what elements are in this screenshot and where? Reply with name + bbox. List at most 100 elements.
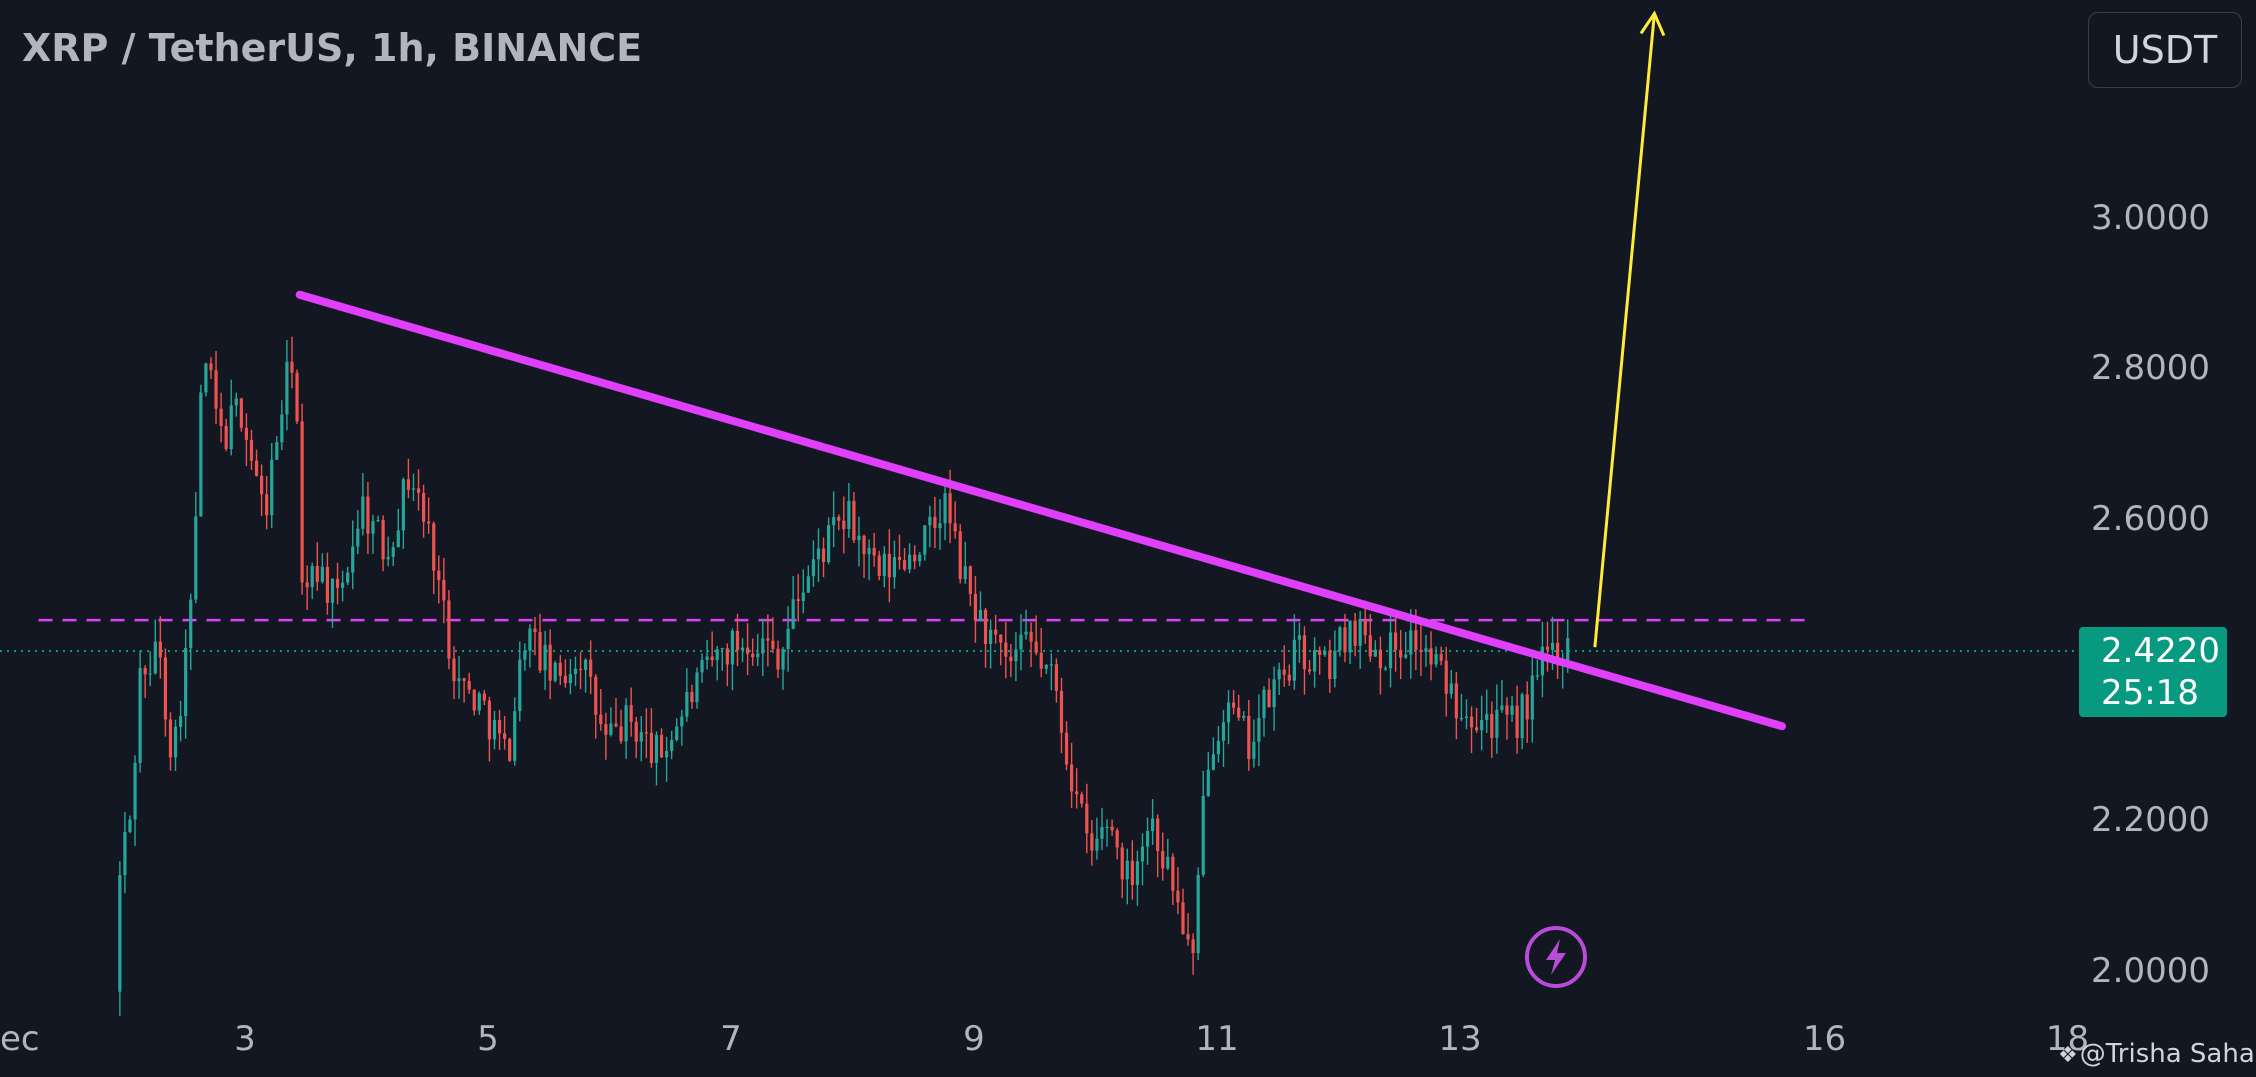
y-axis-tick-label: 3.0000 <box>2091 198 2210 238</box>
candle <box>1368 614 1372 662</box>
descending-trendline[interactable] <box>295 290 1786 731</box>
candle <box>751 638 755 666</box>
candle <box>472 689 476 716</box>
x-axis-tick-label: 7 <box>720 1019 742 1059</box>
candle <box>467 672 471 694</box>
candle <box>138 650 142 773</box>
candle <box>1444 646 1448 717</box>
candle <box>153 619 157 675</box>
candle <box>659 728 664 758</box>
candle <box>857 516 861 567</box>
candle <box>1232 690 1236 715</box>
currency-button[interactable]: USDT <box>2088 12 2242 88</box>
candle <box>1044 664 1048 675</box>
candle <box>330 578 335 628</box>
candle <box>1110 819 1114 836</box>
candle <box>1525 681 1529 743</box>
candle <box>1343 613 1347 663</box>
candle <box>938 499 942 550</box>
candle <box>599 689 603 731</box>
candle <box>325 552 330 615</box>
candle <box>675 718 679 742</box>
lightning-bolt-icon[interactable] <box>1525 926 1587 988</box>
candle <box>649 708 654 768</box>
candle <box>680 709 684 746</box>
candle <box>1388 611 1393 688</box>
candle <box>1211 737 1215 771</box>
candle <box>1080 791 1084 808</box>
candle <box>1085 783 1089 854</box>
candle <box>1490 701 1494 758</box>
candle <box>219 392 223 443</box>
candle <box>1029 622 1033 667</box>
candle <box>594 674 598 739</box>
candle <box>913 545 917 570</box>
candle <box>1556 621 1560 679</box>
candle <box>1505 697 1509 740</box>
x-axis[interactable]: ec 3 5 7 9 11 13 16 18 <box>0 1019 2089 1059</box>
candle <box>548 629 552 700</box>
candle <box>173 719 178 771</box>
candle <box>376 515 380 523</box>
candle <box>533 616 537 656</box>
x-axis-tick-label: 5 <box>477 1019 499 1059</box>
candle <box>118 861 122 1016</box>
y-axis[interactable]: 3.0000 2.8000 2.6000 2.2000 2.0000 <box>2091 198 2210 991</box>
candle <box>234 392 238 417</box>
candle <box>1515 685 1519 754</box>
candle <box>1247 700 1251 771</box>
candle <box>614 698 618 728</box>
candle <box>508 737 512 762</box>
candle <box>796 574 800 622</box>
candle <box>1090 819 1094 866</box>
candle <box>1140 833 1145 886</box>
current-price-badge: 2.4220 25:18 <box>2079 627 2227 717</box>
candle <box>275 436 279 460</box>
candle <box>827 517 831 565</box>
breakout-arrow-head[interactable] <box>1639 10 1666 37</box>
candle <box>538 613 542 674</box>
candle <box>1242 711 1246 722</box>
candle <box>923 525 927 561</box>
watermark-text: @Trisha Saha <box>2079 1039 2255 1069</box>
candle <box>351 520 355 590</box>
candle <box>695 667 699 709</box>
candle <box>867 539 871 581</box>
candle <box>877 550 881 581</box>
candle <box>315 542 319 591</box>
candle <box>158 616 162 679</box>
candle <box>1257 694 1261 766</box>
candle <box>1267 678 1271 708</box>
candle <box>401 477 405 549</box>
candle <box>1221 709 1226 767</box>
candle <box>1196 867 1200 961</box>
candle <box>371 514 375 554</box>
candle <box>1454 672 1458 740</box>
candle <box>310 562 314 600</box>
arrow-layer[interactable] <box>1593 10 1666 648</box>
candle <box>254 449 259 477</box>
candle <box>725 643 729 687</box>
candle <box>1464 699 1469 730</box>
y-axis-tick-label: 2.6000 <box>2091 499 2210 539</box>
candle <box>654 731 659 786</box>
candle <box>710 631 714 667</box>
trendline-layer[interactable] <box>295 290 1786 731</box>
candle <box>1226 690 1231 745</box>
candle <box>791 575 795 630</box>
candle <box>1545 621 1550 672</box>
candle <box>1439 646 1443 666</box>
candle <box>756 633 760 667</box>
breakout-arrow-shaft[interactable] <box>1593 13 1656 648</box>
candle <box>1282 645 1286 687</box>
candle <box>1075 768 1079 809</box>
candle <box>771 617 775 654</box>
candle <box>1459 693 1464 722</box>
x-axis-tick-label: 13 <box>1438 1019 1481 1059</box>
candle <box>852 491 856 543</box>
candle <box>1495 684 1499 754</box>
candle <box>994 614 998 644</box>
candle <box>543 630 547 690</box>
candle <box>882 546 886 588</box>
